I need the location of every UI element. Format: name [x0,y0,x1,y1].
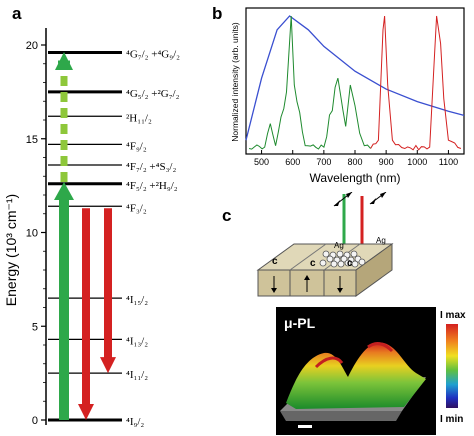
pl-map: μ-PL [276,307,436,435]
energy-tick-label: 15 [26,134,38,146]
spectrum-xtick-label: 600 [285,157,300,167]
spectrum-xlabel: Wavelength (nm) [310,171,401,185]
panel-c-letter: c [222,206,232,225]
energy-level-label: ⁴G₇/₂ +⁴G₉/₂ [126,49,180,61]
map-surface [286,342,426,409]
spectrum-ylabel: Normalized intensity (arb. units) [230,22,240,142]
energy-level-label: ⁴I₁₁/₂ [126,369,148,381]
energy-axis-label: Energy (10³ cm⁻¹) [3,194,19,306]
ag-nanoparticle [350,250,358,258]
ag-nanoparticle [358,258,366,266]
energy-level-label: ⁴I₉/₂ [126,416,144,428]
energy-tick-label: 0 [32,415,38,427]
pump-arrow-head [54,182,74,200]
spectrum-series [245,15,465,151]
emission-arrows [78,208,116,420]
ag-nanoparticle [337,260,345,268]
energy-axis-ticks: 0 5 10 15 20 [26,40,46,427]
energy-level-label: ⁴I₁₅/₂ [126,294,148,306]
spectrum-plot-frame [245,7,465,155]
spectrum-xtick-label: 1000 [407,157,427,167]
energy-tick-label: 5 [32,321,38,333]
device-schematic: Ag Ag c c c [256,192,394,297]
blue-broadband-curve [245,15,465,141]
c-axis-label-3: c [347,258,353,269]
energy-tick-label: 20 [26,40,38,52]
ag-label-left: Ag [334,241,344,250]
energy-level-label: ²H₁₁/₂ [126,112,152,124]
panel-b-letter: b [212,4,223,23]
energy-tick-label: 10 [26,228,38,240]
spectrum-xtick-label: 700 [316,157,331,167]
emission-arrow-head [78,404,94,420]
ag-nanoparticle [319,259,327,267]
spectrum-xtick-label: 1100 [439,157,458,167]
panel-a-letter: a [12,4,22,23]
green-emission-curve [248,15,371,150]
c-axis-label-2: c [310,258,316,269]
energy-level-label: ⁴F₇/₂ +⁴S₃/₂ [126,161,176,173]
energy-level-label: ⁴G₅/₂ +²G₇/₂ [126,88,180,100]
ag-label-right: Ag [376,236,386,245]
emission-arrow-shaft [82,208,90,406]
colorbar-min-label: I min [440,414,464,425]
energy-level-label: ⁴F₅/₂ +²H₉/₂ [126,180,178,192]
ag-nanoparticle [340,255,348,263]
emission-arrow-shaft [104,208,112,360]
spectrum-xtick-label: 500 [254,157,269,167]
energy-levels: ⁴I₉/₂ ⁴I₁₁/₂ ⁴I₁₃/₂ ⁴I₁₅/₂ ⁴F₃/₂ ⁴F₅/₂ +²H₉/₂… [48,49,180,428]
map-scale-bar [298,425,312,428]
ag-nanoparticles [319,250,366,268]
map-title: μ-PL [284,315,316,331]
energy-level-label: ⁴I₁₃/₂ [126,335,148,347]
spectrum-xticks: 500 600 700 800 900 1000 1100 [254,150,458,167]
energy-level-label: ⁴F₃/₂ [126,202,147,214]
spectrum-chart: Normalized intensity (arb. units) 500 600… [230,7,465,185]
energy-level-label: ⁴F₉/₂ [126,140,147,152]
ag-nanoparticle [322,250,330,258]
ag-nanoparticle [336,250,344,258]
spectrum-xtick-label: 800 [347,157,362,167]
colorbar [446,324,458,408]
ag-nanoparticle [351,260,359,268]
spectrum-xtick-label: 900 [379,157,394,167]
pump-arrow-shaft [59,198,69,420]
colorbar-max-label: I max [440,310,466,321]
c-axis-label-1: c [272,256,278,267]
emission-arrow-head [100,357,116,374]
ag-nanoparticle [326,255,334,263]
ag-nanoparticle [344,259,352,267]
red-emission-curve [370,15,462,151]
ag-nanoparticle [330,260,338,268]
